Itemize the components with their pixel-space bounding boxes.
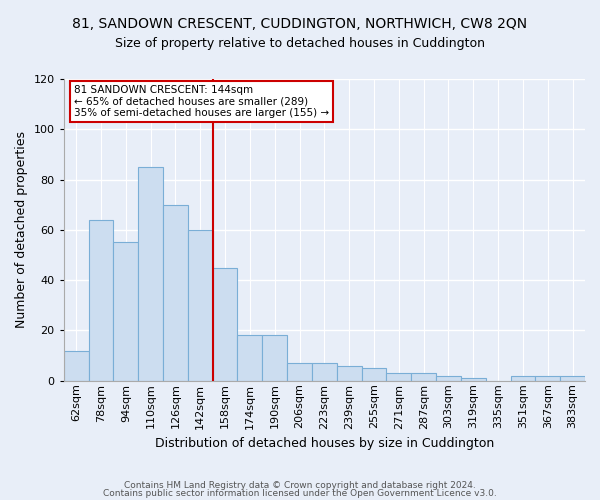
Bar [163,204,188,381]
Bar [560,376,585,381]
Bar [436,376,461,381]
Bar [89,220,113,381]
Y-axis label: Number of detached properties: Number of detached properties [15,132,28,328]
Bar [386,373,411,381]
Bar [262,336,287,381]
Text: 81, SANDOWN CRESCENT, CUDDINGTON, NORTHWICH, CW8 2QN: 81, SANDOWN CRESCENT, CUDDINGTON, NORTHW… [73,18,527,32]
Bar [312,363,337,381]
Text: Size of property relative to detached houses in Cuddington: Size of property relative to detached ho… [115,38,485,51]
Bar [411,373,436,381]
Bar [188,230,212,381]
Bar [212,268,238,381]
Bar [64,350,89,381]
Bar [113,242,138,381]
Bar [287,363,312,381]
Bar [461,378,486,381]
Bar [238,336,262,381]
Text: Contains HM Land Registry data © Crown copyright and database right 2024.: Contains HM Land Registry data © Crown c… [124,480,476,490]
Bar [138,167,163,381]
Text: 81 SANDOWN CRESCENT: 144sqm
← 65% of detached houses are smaller (289)
35% of se: 81 SANDOWN CRESCENT: 144sqm ← 65% of det… [74,85,329,118]
Bar [337,366,362,381]
Bar [511,376,535,381]
Bar [362,368,386,381]
Bar [535,376,560,381]
Text: Contains public sector information licensed under the Open Government Licence v3: Contains public sector information licen… [103,489,497,498]
X-axis label: Distribution of detached houses by size in Cuddington: Distribution of detached houses by size … [155,437,494,450]
